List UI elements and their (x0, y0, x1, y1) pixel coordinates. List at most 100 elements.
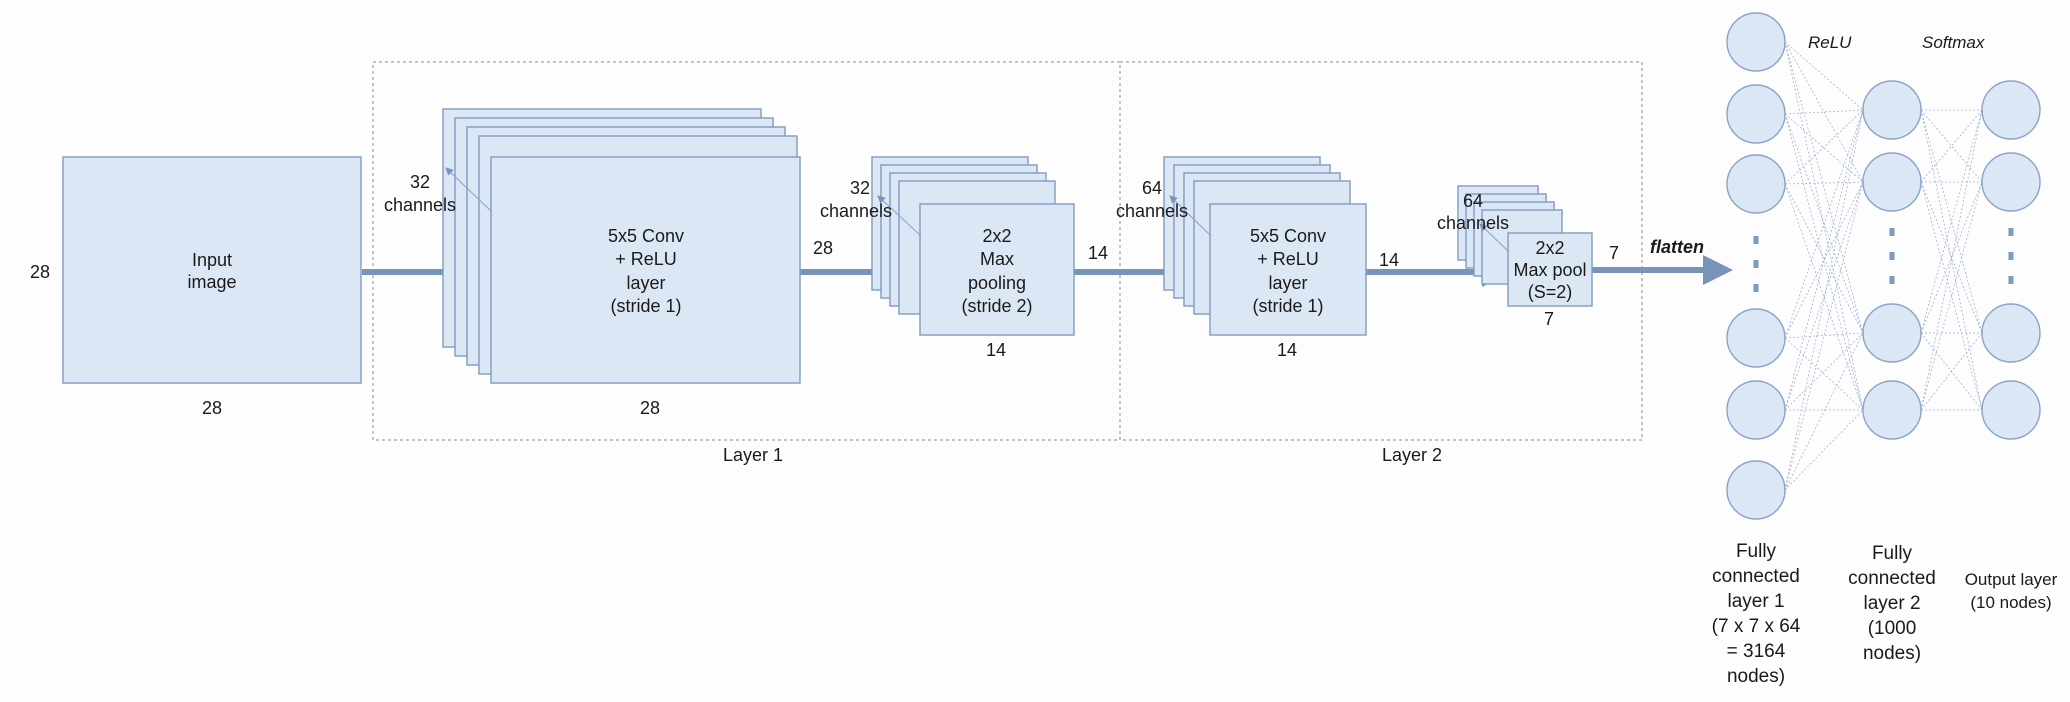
conv1-width-dim: 28 (640, 398, 660, 418)
pool1-width-dim: 14 (986, 340, 1006, 360)
fc1-to-fc2-edge (1784, 109, 1864, 491)
relu-label: ReLU (1808, 33, 1852, 52)
fc2-to-output-edge (1920, 181, 1983, 334)
fc1-to-fc2-edge (1784, 109, 1864, 339)
fc1-caption-line: (7 x 7 x 64 (1712, 616, 1801, 637)
fc2-caption-line: layer 2 (1863, 593, 1920, 614)
output-ellipsis-dot (2008, 252, 2014, 260)
fc1-caption-line: connected (1712, 566, 1800, 587)
fc2-caption: Fully connected layer 2 (1000 nodes) (1848, 543, 1936, 664)
fc1-caption-line: Fully (1736, 541, 1777, 562)
fc1-node (1726, 380, 1786, 440)
fc2-ellipsis-dot (1889, 228, 1895, 236)
fc1-to-fc2-edge (1784, 332, 1864, 339)
input-width-dim: 28 (202, 398, 222, 418)
output-caption: Output layer (10 nodes) (1965, 570, 2058, 612)
pool2-front-box (1507, 232, 1593, 307)
fc2-to-output-edge (1920, 109, 1983, 411)
pool2-width-dim: 7 (1544, 309, 1554, 329)
conv2-channels-pointer (1169, 195, 1212, 237)
conv1-channels-pointer (445, 167, 493, 213)
conv1-label-line3: layer (626, 273, 665, 293)
pool2-label-line2: Max pool (1513, 260, 1586, 280)
conv1-front-box (490, 156, 801, 384)
conv2-label-line2: + ReLU (1257, 249, 1319, 269)
fc2-node (1862, 303, 1922, 363)
fc1-to-fc2-edge (1784, 113, 1864, 183)
fc1-to-fc2-edge (1784, 113, 1864, 411)
output-ellipsis-dot (2008, 276, 2014, 284)
fc2-to-output-edge (1920, 109, 1983, 334)
fc1-node (1726, 460, 1786, 520)
fc1-to-fc2-edge (1784, 337, 1864, 411)
fc1-to-fc2-edge (1784, 41, 1864, 183)
fc1-to-fc2-edge (1784, 332, 1864, 411)
fc1-caption-line: = 3164 (1727, 641, 1786, 662)
conv2-out-dim: 14 (1379, 250, 1399, 270)
pool2-channels-label: channels (1437, 213, 1509, 233)
fc1-to-fc2-edge (1784, 181, 1864, 411)
conv1-stack (442, 108, 801, 384)
conv1-label-line4: (stride 1) (610, 296, 681, 316)
pool2-channels-count: 64 (1463, 191, 1483, 211)
input-label-line1: Input (192, 250, 232, 270)
pool2-label-line1: 2x2 (1535, 238, 1564, 258)
fc1-to-fc2-edge (1784, 41, 1864, 111)
fc2-caption-line: (1000 (1868, 618, 1917, 639)
fc1-to-fc2-edge (1784, 41, 1864, 411)
fc1-caption-line: nodes) (1727, 666, 1785, 687)
pool1-label-line1: 2x2 (982, 226, 1011, 246)
fc1-node (1726, 84, 1786, 144)
output-caption-line: Output layer (1965, 570, 2058, 589)
layer2-frame (1119, 61, 1643, 441)
fc1-to-fc2-edge (1784, 181, 1864, 339)
pool2-out-dim: 7 (1609, 243, 1619, 263)
conv1-channels-label: channels (384, 195, 456, 215)
fc2-node (1862, 380, 1922, 440)
pool1-front-box (919, 203, 1075, 336)
fc1-caption: Fully connected layer 1 (7 x 7 x 64 = 31… (1712, 541, 1801, 687)
output-node (1981, 303, 2041, 363)
pool1-out-dim: 14 (1088, 243, 1108, 263)
layer2-label: Layer 2 (1382, 445, 1442, 465)
fc-connections (1784, 41, 1983, 491)
conv1-channels-count: 32 (410, 172, 430, 192)
fc2-node (1862, 152, 1922, 212)
pool1-channels-pointer (877, 195, 922, 237)
fc1-to-fc2-edge (1784, 109, 1864, 411)
fc1-to-fc2-edge (1784, 181, 1864, 491)
output-ellipsis-dot (2008, 228, 2014, 236)
fc2-ellipsis-dot (1889, 252, 1895, 260)
pool2-stack (1457, 185, 1593, 307)
output-node (1981, 80, 2041, 140)
conv2-label-line3: layer (1268, 273, 1307, 293)
conv2-front-box (1209, 203, 1367, 336)
fc2-to-output-edge (1920, 109, 1983, 334)
conv1-label-line1: 5x5 Conv (608, 226, 684, 246)
fc2-to-output-edge (1920, 181, 1983, 411)
fc1-node (1726, 12, 1786, 72)
output-node (1981, 152, 2041, 212)
flatten-label: flatten (1650, 237, 1704, 257)
conv2-channels-label: channels (1116, 201, 1188, 221)
output-caption-line: (10 nodes) (1970, 593, 2051, 612)
softmax-label: Softmax (1922, 33, 1985, 52)
conv1-out-dim: 28 (813, 238, 833, 258)
conv1-label-line2: + ReLU (615, 249, 677, 269)
fc1-ellipsis-dot (1753, 260, 1759, 268)
fc2-node (1862, 80, 1922, 140)
fc2-caption-line: connected (1848, 568, 1936, 589)
fc2-ellipsis-dot (1889, 276, 1895, 284)
fc2-to-output-edge (1920, 332, 1983, 411)
fc1-ellipsis-dot (1753, 236, 1759, 244)
input-label-line2: image (187, 272, 236, 292)
input-height-dim: 28 (30, 262, 50, 282)
output-node (1981, 380, 2041, 440)
input-image-box (62, 156, 362, 384)
fc2-caption-line: nodes) (1863, 643, 1921, 664)
pool1-label-line2: Max (980, 249, 1014, 269)
pool2-label-line3: (S=2) (1528, 282, 1573, 302)
layer1-label: Layer 1 (723, 445, 783, 465)
conv2-channels-count: 64 (1142, 178, 1162, 198)
